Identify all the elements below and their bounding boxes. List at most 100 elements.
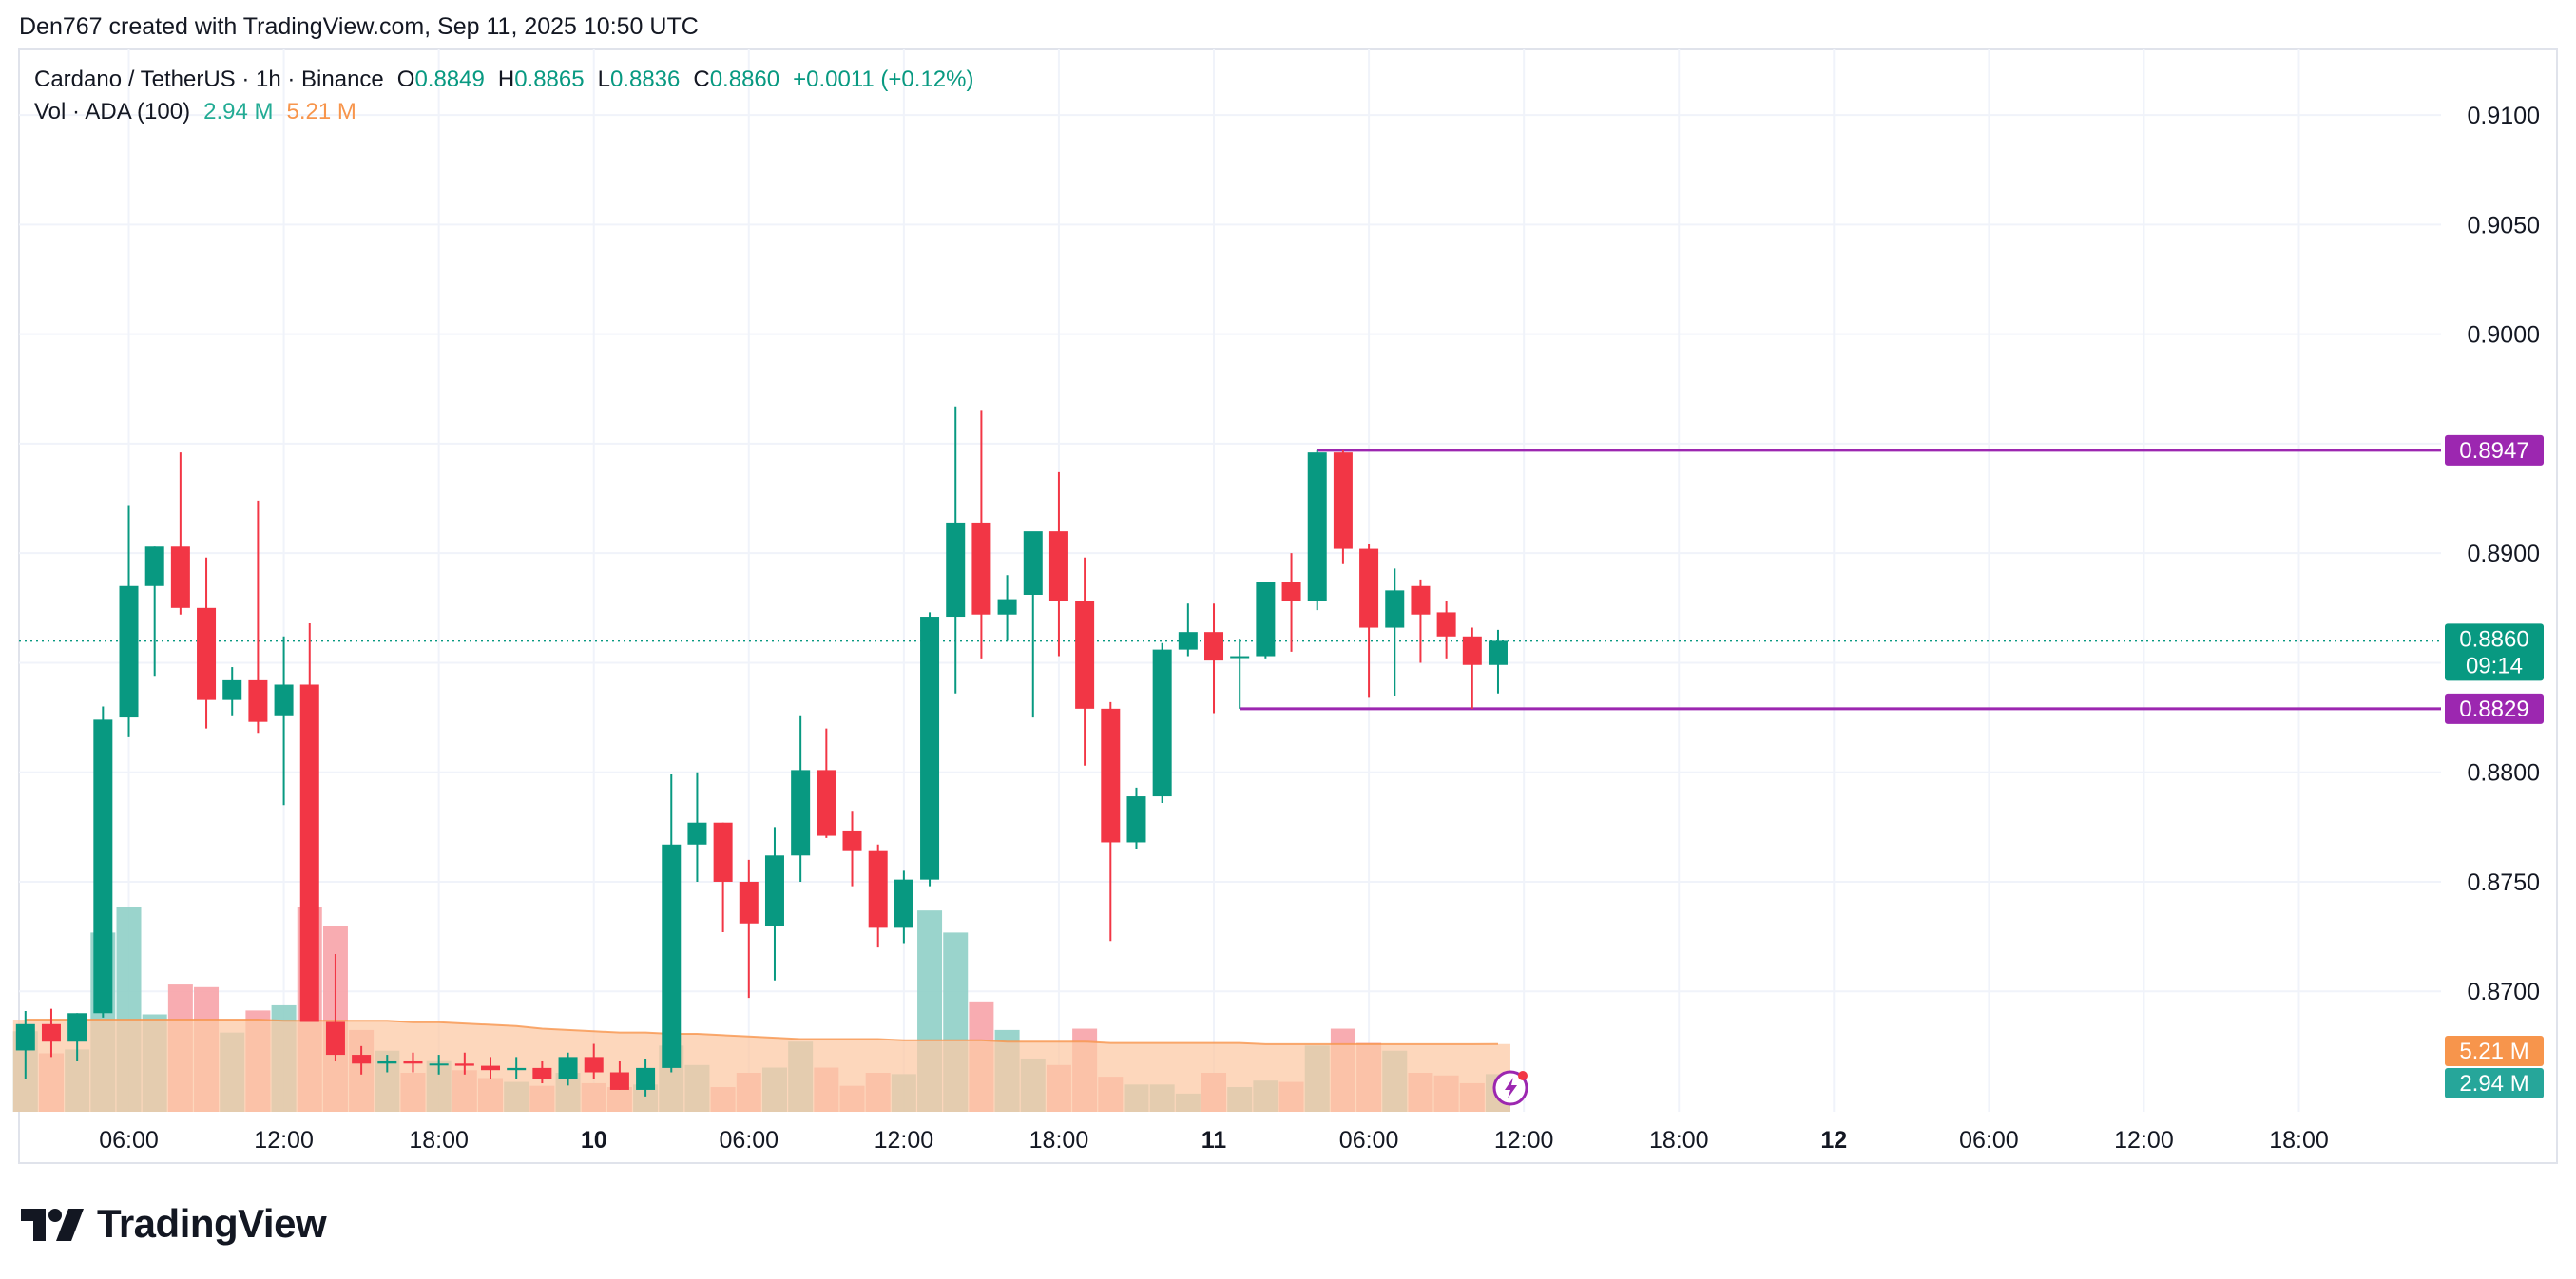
candle-body xyxy=(1307,452,1327,601)
candle-body xyxy=(764,855,784,926)
candle-body xyxy=(1230,656,1250,659)
tradingview-logo-icon xyxy=(21,1209,84,1241)
time-tick-label: 12:00 xyxy=(1494,1127,1554,1154)
candle-body xyxy=(93,719,113,1014)
candle-body xyxy=(352,1055,372,1064)
price-tick-label: 0.8750 xyxy=(2468,869,2540,896)
candle xyxy=(93,706,113,1018)
time-tick-label: 06:00 xyxy=(1339,1127,1399,1154)
time-axis[interactable]: 06:00 12:00 18:00 10 06:00 12:00 18:00 11 06:00 1… xyxy=(99,1127,2329,1154)
volume-ma-line xyxy=(25,1019,1499,1045)
candle xyxy=(971,410,991,659)
candle-body xyxy=(507,1067,527,1071)
candle xyxy=(713,822,733,932)
candle xyxy=(15,1010,35,1079)
time-tick-label: 06:00 xyxy=(1959,1127,2019,1154)
low-value: 0.8836 xyxy=(609,67,681,92)
level-price-badge: 0.8947 xyxy=(2445,434,2544,466)
alert-bolt-icon[interactable] xyxy=(1492,1070,1528,1106)
time-tick-label: 12:00 xyxy=(2114,1127,2174,1154)
candle xyxy=(403,1052,423,1073)
candle xyxy=(41,1008,61,1058)
candle-body xyxy=(377,1060,397,1064)
candle xyxy=(170,452,190,615)
candle xyxy=(1307,449,1327,611)
level-price-badge-text: 0.8947 xyxy=(2459,438,2528,464)
price-tick-label: 0.9000 xyxy=(2468,322,2540,349)
time-tick-label: 06:00 xyxy=(720,1127,779,1154)
candle xyxy=(299,622,319,1022)
candle xyxy=(377,1055,397,1073)
candle-body xyxy=(971,522,991,615)
horizontal-levels[interactable] xyxy=(19,449,2441,711)
candle-body xyxy=(248,679,268,722)
candle-body xyxy=(1359,548,1379,628)
candle xyxy=(325,954,345,1061)
candle-body xyxy=(15,1023,35,1051)
candle xyxy=(1281,553,1301,652)
time-tick-label: 18:00 xyxy=(409,1127,469,1154)
candles[interactable] xyxy=(15,406,1508,1097)
volume-last-badge-text: 2.94 M xyxy=(2459,1071,2528,1097)
candle xyxy=(507,1057,527,1079)
price-tick-label: 0.9100 xyxy=(2468,103,2540,129)
candle xyxy=(1023,531,1043,718)
candle-body xyxy=(454,1063,474,1066)
high-label: H xyxy=(497,67,515,92)
level-price-badge: 0.8829 xyxy=(2445,693,2544,724)
candle xyxy=(119,505,139,737)
candle xyxy=(584,1043,604,1079)
candle-body xyxy=(662,844,682,1068)
candle xyxy=(248,500,268,734)
candle-body xyxy=(946,522,966,618)
candle-body xyxy=(67,1013,87,1042)
candle-body xyxy=(532,1067,552,1079)
candle xyxy=(946,406,966,694)
candle-body xyxy=(1023,531,1043,595)
candle-body xyxy=(325,1021,345,1056)
volume-value: 2.94 M xyxy=(203,99,274,124)
price-tick-label: 0.8900 xyxy=(2468,541,2540,567)
candle xyxy=(1101,701,1121,942)
volume-indicator-label[interactable]: Vol · ADA (100) xyxy=(34,99,191,124)
candle xyxy=(636,1059,656,1097)
candle xyxy=(1411,579,1431,663)
time-tick-label: 10 xyxy=(581,1127,607,1154)
volume-last-badge-box xyxy=(2445,1068,2544,1098)
candle-body xyxy=(1385,590,1405,628)
price-tick-label: 0.9050 xyxy=(2468,212,2540,239)
candle xyxy=(532,1060,552,1084)
candle xyxy=(1048,471,1068,657)
candle-body xyxy=(222,679,242,700)
tradingview-brand[interactable]: TradingView xyxy=(21,1201,327,1247)
symbol-title[interactable]: Cardano / TetherUS · 1h · Binance xyxy=(34,67,384,92)
volume-last-badge: 2.94 M xyxy=(2445,1068,2544,1098)
candle-body xyxy=(584,1057,604,1073)
candle xyxy=(67,1013,87,1061)
candle xyxy=(1436,601,1456,659)
candle-body xyxy=(1178,632,1198,650)
candle-body xyxy=(817,770,836,836)
candle-body xyxy=(1462,636,1482,665)
candle xyxy=(1385,568,1405,697)
candle-body xyxy=(1101,708,1121,843)
candle-body xyxy=(1075,601,1095,709)
volume-ma-area xyxy=(12,1019,1510,1112)
candle-body xyxy=(636,1067,656,1090)
candle xyxy=(352,1045,372,1075)
time-tick-label: 06:00 xyxy=(99,1127,159,1154)
candle-body xyxy=(1256,582,1276,657)
candle xyxy=(997,575,1017,641)
candle xyxy=(920,612,940,887)
candle-body xyxy=(713,822,733,882)
candle-body xyxy=(1436,612,1456,637)
candle-body xyxy=(894,879,913,928)
chart-legend-volume: Vol · ADA (100) 2.94 M 5.21 M xyxy=(34,99,356,125)
open-value: 0.8849 xyxy=(414,67,485,92)
price-tick-label: 0.8800 xyxy=(2468,760,2540,787)
candle-body xyxy=(1204,632,1224,661)
candle xyxy=(274,636,294,806)
price-axis[interactable]: 0.87000.87500.88000.88500.89000.89500.90… xyxy=(2468,103,2540,1005)
